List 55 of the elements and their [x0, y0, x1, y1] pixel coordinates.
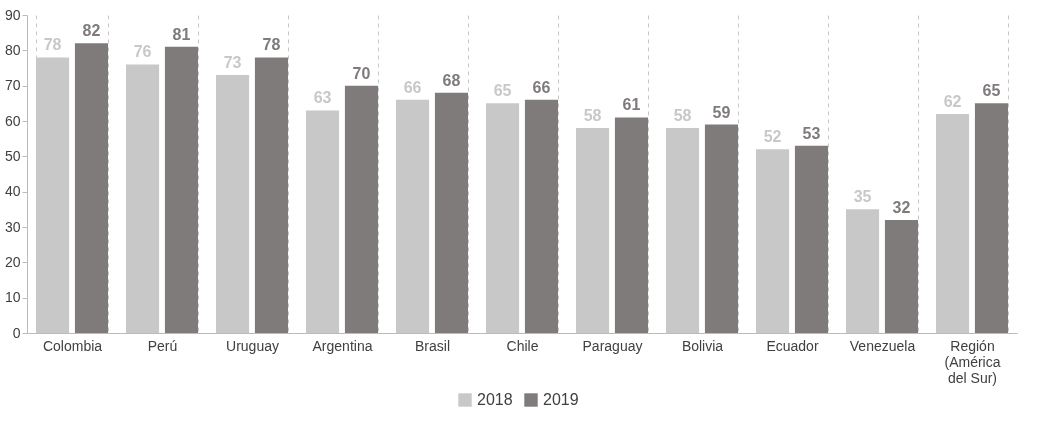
bar: [974, 103, 1008, 333]
x-tick-label: Colombia: [42, 337, 103, 354]
y-tick-label: 80: [4, 41, 21, 58]
x-tick-label: Ecuador: [766, 337, 819, 354]
x-tick-label: Argentina: [312, 337, 373, 354]
legend-label: 2018: [477, 391, 513, 408]
bar: [344, 85, 378, 333]
y-tick-label: 70: [4, 77, 21, 94]
y-tick-label: 30: [4, 218, 21, 235]
bar: [434, 92, 468, 333]
bar: [666, 128, 700, 333]
x-tick-label: Uruguay: [226, 337, 279, 354]
bar: [794, 145, 828, 333]
bar: [164, 46, 198, 333]
data-label: 32: [892, 198, 911, 216]
data-label: 78: [262, 36, 281, 54]
y-tick-label: 40: [4, 183, 21, 200]
data-label: 68: [442, 71, 461, 89]
y-tick-label: 0: [12, 324, 21, 341]
bar: [884, 219, 918, 333]
bar: [74, 43, 108, 333]
data-label: 82: [82, 22, 101, 40]
x-tick-label: Perú: [147, 337, 178, 354]
y-tick-label: 60: [4, 112, 21, 129]
data-label: 53: [802, 124, 821, 142]
bar: [486, 103, 520, 333]
bar: [704, 124, 738, 333]
data-label: 65: [982, 82, 1001, 100]
bar: [936, 113, 970, 333]
bar: [846, 209, 880, 333]
bar: [524, 99, 558, 333]
data-label: 61: [622, 96, 641, 114]
bar: [254, 57, 288, 333]
bar: [306, 110, 340, 333]
y-tick-label: 50: [4, 147, 21, 164]
y-tick-label: 20: [4, 253, 21, 270]
x-tick-label: Brasil: [414, 337, 451, 354]
data-label: 70: [352, 64, 371, 82]
bar: [396, 99, 430, 333]
bar: [126, 64, 160, 333]
bar: [614, 117, 648, 333]
x-tick-label: Región (América del Sur): [944, 337, 1001, 386]
y-tick-label: 90: [4, 6, 21, 23]
data-label: 66: [532, 78, 551, 96]
x-tick-label: Bolivia: [681, 337, 724, 354]
bar: [756, 149, 790, 333]
data-label: 81: [172, 25, 191, 43]
bar: [576, 128, 610, 333]
y-tick-label: 10: [4, 289, 21, 306]
legend-label: 2019: [543, 391, 579, 408]
x-tick-label: Paraguay: [582, 337, 643, 354]
x-tick-label: Venezuela: [849, 337, 916, 354]
x-tick-label: Chile: [506, 337, 539, 354]
bar: [216, 75, 250, 333]
data-label: 59: [712, 103, 731, 121]
